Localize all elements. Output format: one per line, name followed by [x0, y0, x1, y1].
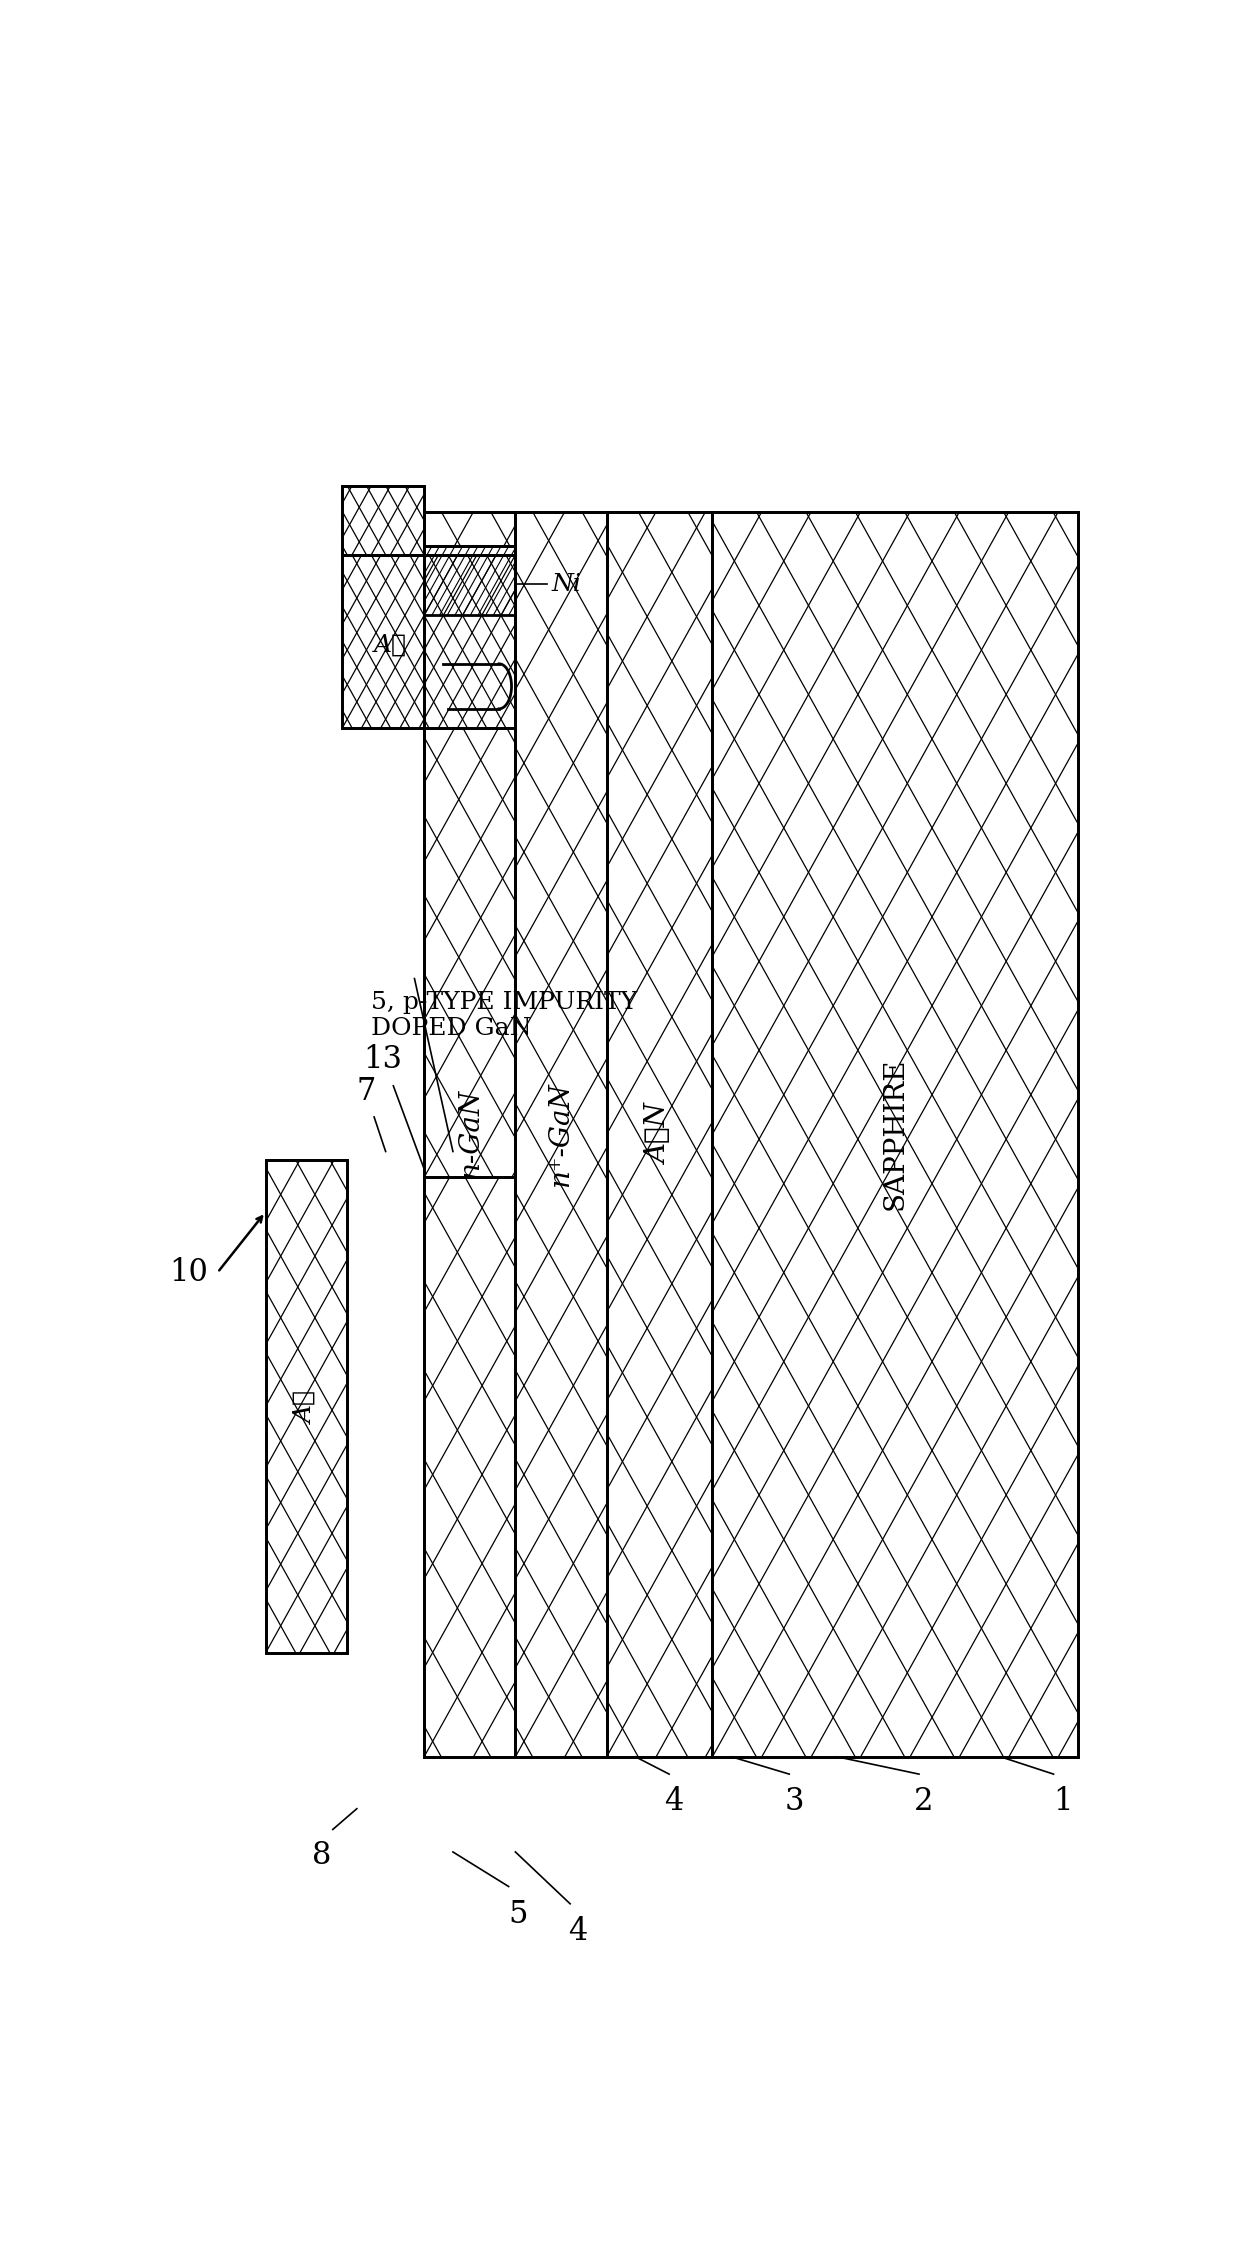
Text: 4: 4: [665, 1786, 683, 1817]
Bar: [424, 546, 516, 615]
Bar: [342, 485, 424, 555]
Text: AℓN: AℓN: [646, 1103, 673, 1166]
Bar: [424, 512, 516, 1756]
Bar: [424, 546, 516, 1177]
Bar: [424, 512, 516, 1756]
Bar: [265, 1161, 347, 1653]
Bar: [265, 1161, 347, 1653]
Bar: [342, 555, 516, 728]
Bar: [342, 485, 424, 555]
Bar: [712, 512, 1078, 1756]
Text: 4: 4: [568, 1916, 588, 1947]
Bar: [606, 512, 712, 1756]
Bar: [265, 1161, 347, 1653]
Bar: [606, 512, 712, 1756]
Text: 5: 5: [508, 1898, 528, 1929]
Bar: [424, 546, 516, 615]
Text: n-GaN: n-GaN: [456, 1089, 484, 1179]
Text: 5, p-TYPE IMPURITY
DOPED GaN: 5, p-TYPE IMPURITY DOPED GaN: [371, 990, 637, 1040]
Text: Ni: Ni: [552, 573, 582, 595]
Text: 8: 8: [311, 1839, 331, 1871]
Bar: [342, 555, 516, 728]
Bar: [424, 546, 516, 1177]
Bar: [516, 512, 606, 1756]
Text: 1: 1: [1054, 1786, 1073, 1817]
Text: 7: 7: [357, 1076, 376, 1107]
Bar: [424, 512, 516, 1756]
Text: Aℓ: Aℓ: [374, 633, 407, 656]
Bar: [606, 512, 712, 1756]
Bar: [712, 512, 1078, 1756]
Text: SAPPHIRE: SAPPHIRE: [882, 1058, 909, 1211]
Text: 3: 3: [785, 1786, 804, 1817]
Text: Aℓ: Aℓ: [294, 1390, 317, 1424]
Bar: [342, 555, 516, 728]
Text: 10: 10: [169, 1258, 208, 1289]
Bar: [342, 485, 424, 555]
Bar: [516, 512, 606, 1756]
Text: 2: 2: [914, 1786, 934, 1817]
Bar: [424, 546, 516, 615]
Text: n⁺-GaN: n⁺-GaN: [547, 1083, 574, 1186]
Bar: [712, 512, 1078, 1756]
Bar: [516, 512, 606, 1756]
Bar: [424, 546, 516, 1177]
Text: 13: 13: [363, 1044, 402, 1076]
